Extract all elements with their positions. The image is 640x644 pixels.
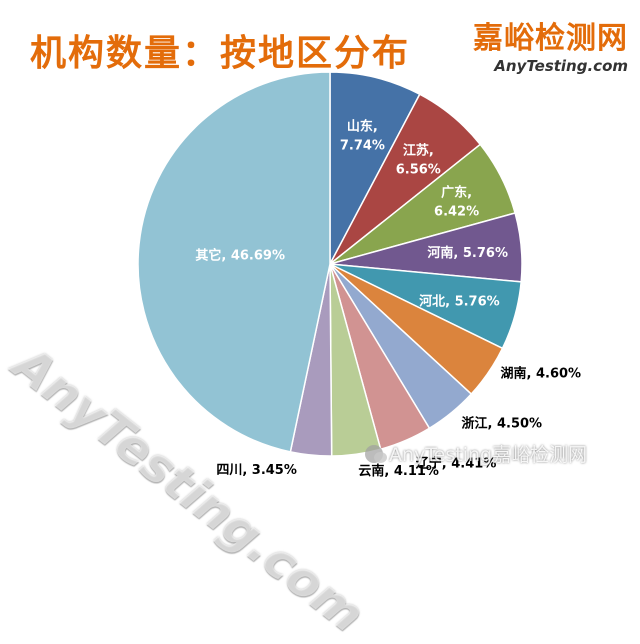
slice-label-1: 山东, 7.74%	[340, 119, 385, 154]
brand-name-cn: 嘉峪检测网	[473, 21, 628, 56]
slice-label-6: 湖南, 4.60%	[501, 365, 582, 381]
slice-label-7: 浙江, 4.50%	[462, 416, 543, 432]
slice-label-4: 河南, 5.76%	[427, 245, 508, 261]
pie-labels: 山东, 7.74% 江苏, 6.56% 广东, 6.42% 河南, 5.76% 河北, 5.7…	[195, 119, 581, 480]
pie-slices	[137, 71, 523, 457]
brand-logo: 嘉峪检测网 AnyTesting.com	[473, 22, 628, 76]
slice-label-5: 河北, 5.76%	[419, 293, 500, 309]
pie-slice-11	[137, 71, 331, 453]
slice-label-2: 江苏, 6.56%	[396, 143, 441, 178]
slice-label-10: 四川, 3.45%	[216, 463, 297, 478]
brand-name-en: AnyTesting.com	[494, 57, 628, 75]
slice-label-9: 云南, 4.11%	[358, 463, 439, 479]
pie-chart: 山东, 7.74% 江苏, 6.56% 广东, 6.42% 河南, 5.76% 河北, 5.7…	[137, 71, 581, 480]
slice-label-8: 辽宁, 4.41%	[416, 455, 497, 471]
pie-slice-1	[329, 71, 421, 265]
chart-title: 机构数量：按地区分布	[30, 33, 411, 74]
slice-label-3: 广东, 6.42%	[434, 185, 479, 220]
slice-label-11: 其它, 46.69%	[195, 248, 285, 264]
